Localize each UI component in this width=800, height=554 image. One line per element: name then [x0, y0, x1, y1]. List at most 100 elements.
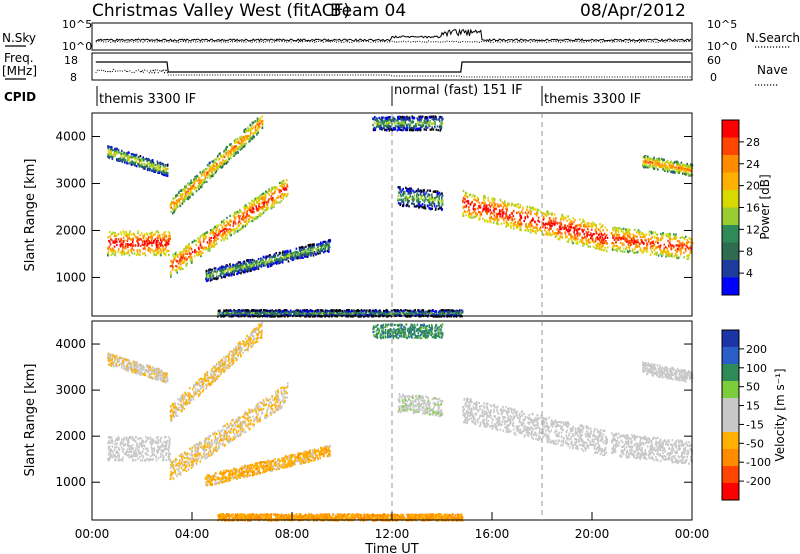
power-point	[209, 268, 211, 271]
power-point	[165, 246, 167, 249]
power-point	[202, 248, 204, 251]
power-point	[432, 190, 435, 193]
power-point	[165, 239, 167, 242]
power-point	[679, 248, 682, 251]
power-point	[620, 230, 623, 233]
power-point	[251, 263, 253, 266]
power-point	[602, 233, 605, 236]
nsky-panel: N.Sky 10^5 10^0 10^5 10^0 N.Search	[2, 18, 800, 53]
power-point	[643, 164, 646, 167]
power-point	[673, 162, 676, 165]
power-point	[131, 162, 133, 165]
power-point	[674, 249, 677, 252]
power-point	[213, 270, 215, 273]
power-point	[155, 248, 158, 251]
power-point	[579, 239, 582, 242]
power-point	[342, 311, 345, 314]
power-point	[285, 187, 287, 190]
power-point	[397, 186, 400, 189]
power-point	[257, 209, 260, 212]
power-point	[165, 167, 167, 171]
power-point	[362, 312, 364, 315]
power-point	[209, 176, 212, 180]
power-point	[576, 240, 579, 243]
power-point	[303, 247, 305, 250]
power-point	[624, 231, 627, 234]
power-point	[250, 267, 252, 270]
power-point	[598, 239, 601, 242]
power-point	[229, 224, 231, 227]
power-point	[235, 216, 237, 219]
power-point	[525, 224, 527, 227]
power-point	[181, 194, 183, 197]
power-point	[294, 250, 296, 253]
power-point	[220, 268, 222, 271]
power-point	[687, 254, 689, 257]
power-point	[176, 254, 179, 257]
power-point	[220, 163, 223, 166]
power-point	[617, 234, 619, 237]
power-point	[575, 235, 577, 238]
power-point	[235, 227, 238, 230]
power-point	[200, 185, 203, 188]
power-point	[128, 233, 131, 237]
power-point	[297, 257, 299, 260]
power-point	[542, 222, 545, 225]
power-point	[263, 197, 265, 200]
power-point	[270, 204, 273, 207]
power-point	[117, 238, 120, 241]
power-point	[465, 214, 468, 217]
power-point	[420, 196, 423, 199]
power-point	[203, 232, 205, 235]
power-point	[201, 233, 204, 236]
power-point	[688, 173, 690, 176]
power-point	[199, 186, 202, 189]
power-point	[199, 250, 201, 253]
power-point	[329, 311, 331, 314]
power-point	[489, 219, 491, 222]
power-point	[183, 248, 186, 251]
power-point	[622, 242, 624, 245]
power-point	[141, 165, 143, 168]
power-point	[295, 250, 298, 254]
power-point	[178, 259, 180, 262]
power-point	[168, 238, 170, 241]
power-point	[291, 253, 293, 257]
power-point	[233, 148, 235, 151]
power-point	[663, 243, 666, 246]
power-point	[604, 226, 607, 229]
power-point	[489, 208, 491, 211]
power-point	[114, 147, 116, 150]
freq-panel: Freq. [MHz] 18 8 60 0 Nave	[2, 51, 788, 86]
power-point	[669, 235, 671, 238]
power-point	[270, 198, 273, 201]
power-point	[319, 245, 322, 248]
power-point	[146, 233, 149, 237]
power-point	[285, 258, 288, 261]
power-point	[689, 241, 692, 244]
power-point	[478, 218, 480, 221]
power-point	[189, 187, 191, 191]
power-point	[118, 151, 120, 154]
power-point	[437, 207, 440, 211]
power-point	[678, 243, 681, 246]
power-point	[670, 164, 673, 167]
power-point	[546, 210, 548, 213]
power-point	[439, 207, 441, 210]
power-point	[218, 275, 220, 278]
power-point	[213, 239, 215, 243]
power-point	[150, 241, 153, 244]
power-point	[108, 246, 111, 249]
power-point	[486, 207, 489, 210]
power-point	[244, 135, 247, 138]
power-point	[208, 173, 210, 176]
power-point	[208, 275, 210, 278]
power-point	[472, 211, 474, 214]
power-point	[156, 239, 158, 242]
power-point	[200, 250, 202, 253]
power-point	[492, 212, 494, 215]
power-point	[475, 211, 478, 215]
power-point	[279, 189, 282, 192]
power-point	[255, 199, 258, 202]
power-point	[641, 251, 644, 254]
